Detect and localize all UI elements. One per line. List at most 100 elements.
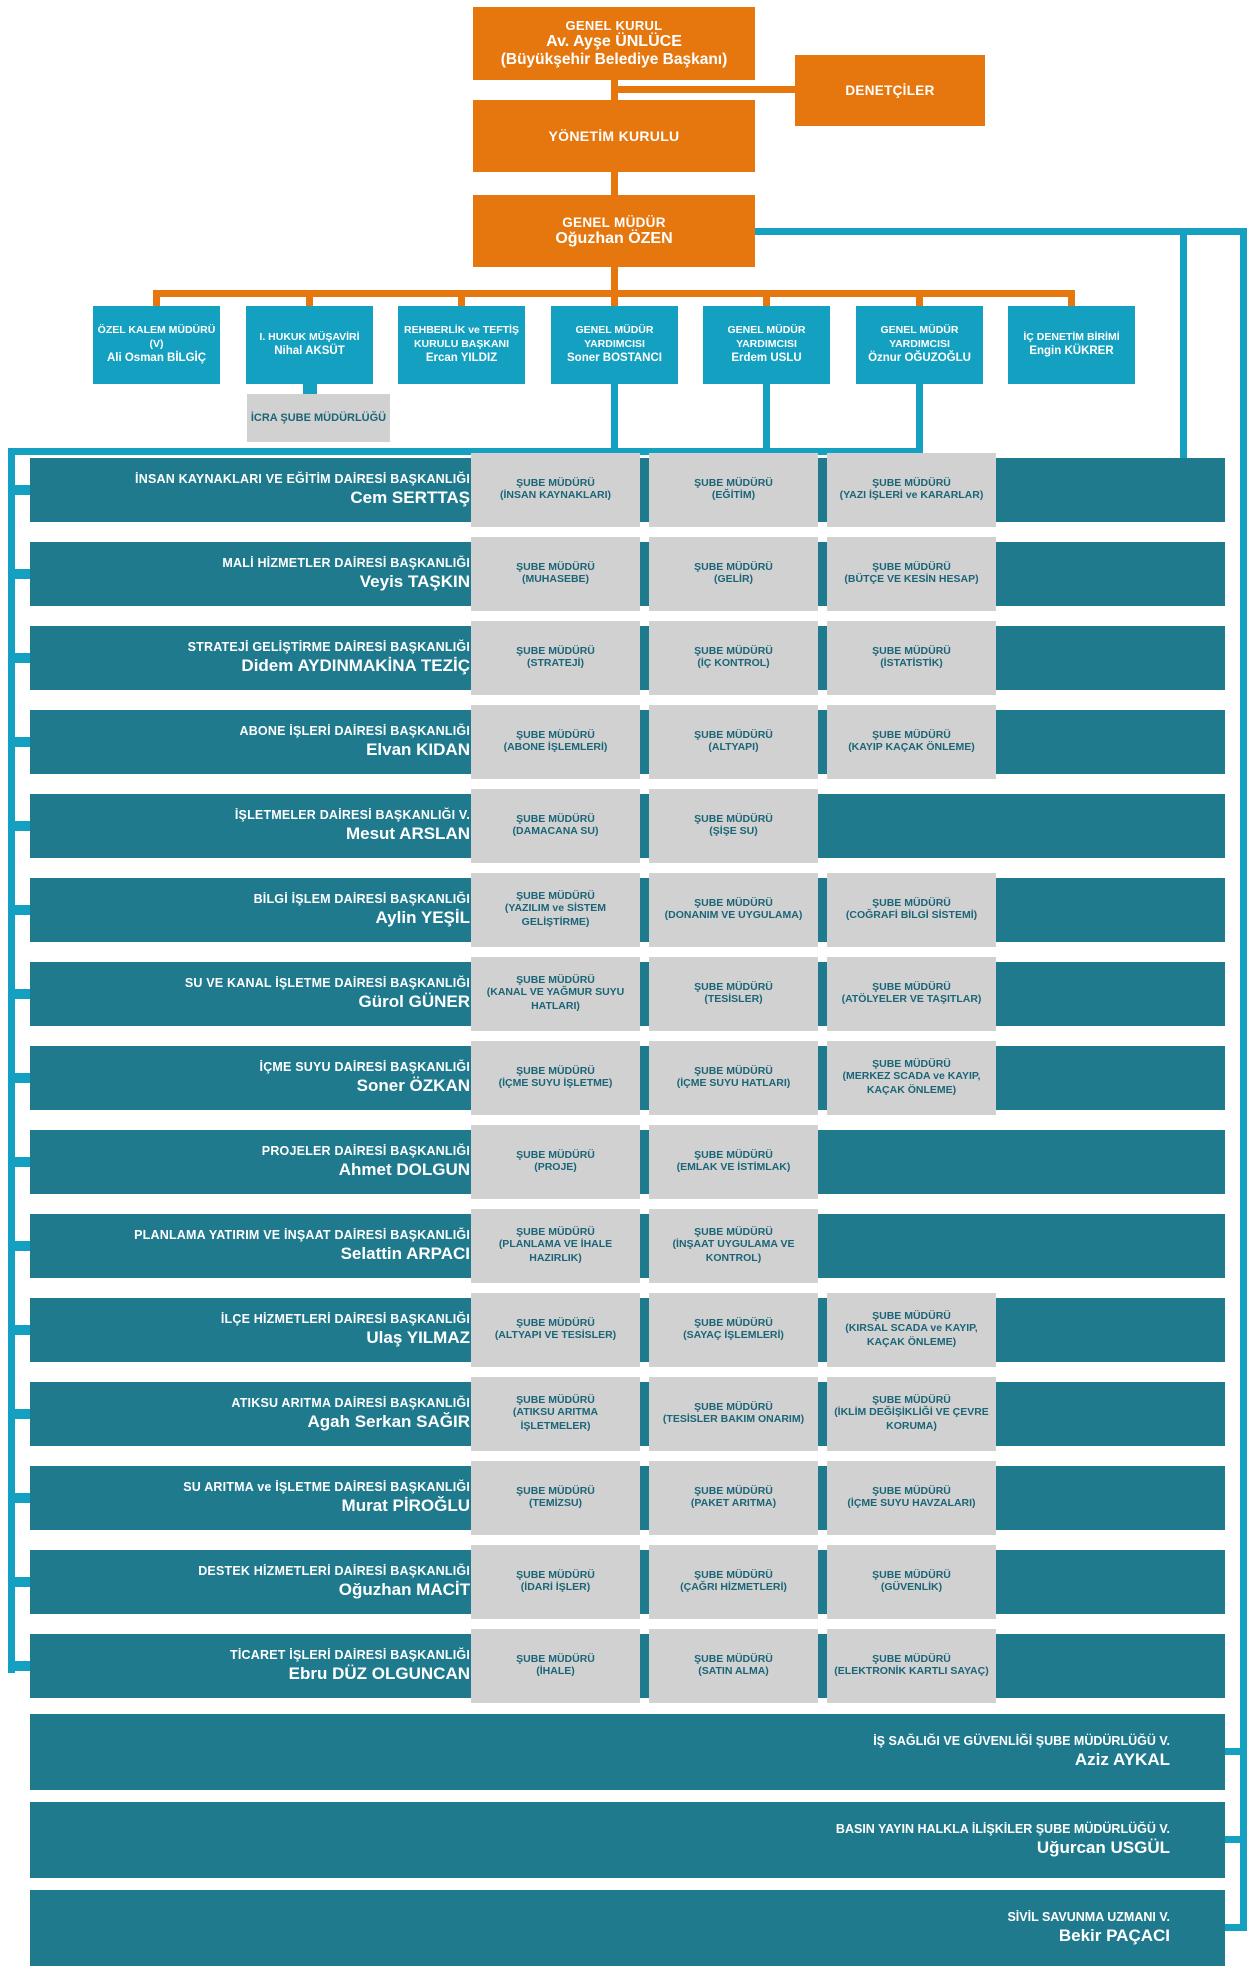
node-gm-yardimcisi-1: GENEL MÜDÜR YARDIMCISI Soner BOSTANCI bbox=[551, 306, 678, 384]
connector-dept-stub bbox=[14, 653, 31, 663]
sube-unit: (İÇME SUYU HAVZALARI) bbox=[847, 1497, 976, 1510]
connector-dept-stub bbox=[14, 1073, 31, 1083]
dept-row-icme-suyu: İÇME SUYU DAİRESİ BAŞKANLIĞI Soner ÖZKAN… bbox=[0, 1041, 1260, 1115]
connector-icra-stub bbox=[303, 384, 317, 394]
sube-box: ŞUBE MÜDÜRÜ (İDARİ İŞLER) bbox=[471, 1545, 640, 1619]
sube-unit: (İNŞAAT UYGULAMA VE KONTROL) bbox=[672, 1238, 795, 1264]
connector-stub-issagligi bbox=[1225, 1748, 1242, 1755]
sube-box: ŞUBE MÜDÜRÜ (ELEKTRONİK KARTLI SAYAÇ) bbox=[827, 1629, 996, 1703]
dept-title: SU VE KANAL İŞLETME DAİRESİ BAŞKANLIĞI bbox=[184, 976, 470, 990]
connector-staff-drop-7 bbox=[1068, 290, 1075, 308]
sube-unit: (İSTATİSTİK) bbox=[880, 657, 943, 670]
sube-box: ŞUBE MÜDÜRÜ (KIRSAL SCADA ve KAYIP, KAÇAK… bbox=[827, 1293, 996, 1367]
sube-label: ŞUBE MÜDÜRÜ bbox=[516, 890, 595, 903]
sube-label: ŞUBE MÜDÜRÜ bbox=[694, 1317, 773, 1330]
sube-box: ŞUBE MÜDÜRÜ (COĞRAFİ BİLGİ SİSTEMİ) bbox=[827, 873, 996, 947]
icra-label: İCRA ŞUBE MÜDÜRLÜĞÜ bbox=[250, 412, 387, 424]
bottom-title: BASIN YAYIN HALKLA İLİŞKİLER ŞUBE MÜDÜRL… bbox=[835, 1822, 1170, 1836]
staff-title: ÖZEL KALEM MÜDÜRÜ (V) bbox=[97, 324, 216, 350]
staff-title: REHBERLİK ve TEFTİŞ KURULU BAŞKANI bbox=[404, 324, 519, 350]
dept-title: İLÇE HİZMETLERİ DAİRESİ BAŞKANLIĞI bbox=[220, 1312, 470, 1326]
staff-title: GENEL MÜDÜR YARDIMCISI bbox=[727, 324, 806, 350]
sube-unit: (KANAL VE YAĞMUR SUYU HATLARI) bbox=[486, 986, 625, 1012]
sube-label: ŞUBE MÜDÜRÜ bbox=[872, 1485, 951, 1498]
genel-mudur-name: Oğuzhan ÖZEN bbox=[555, 229, 673, 247]
staff-title: İÇ DENETİM BİRİMİ bbox=[1023, 331, 1120, 344]
dept-text: İŞLETMELER DAİRESİ BAŞKANLIĞI V. Mesut A… bbox=[60, 794, 470, 858]
sube-label: ŞUBE MÜDÜRÜ bbox=[516, 974, 595, 987]
sube-box: ŞUBE MÜDÜRÜ (PAKET ARITMA) bbox=[649, 1461, 818, 1535]
dept-title: PLANLAMA YATIRIM VE İNŞAAT DAİRESİ BAŞKA… bbox=[134, 1228, 470, 1242]
sube-unit: (PLANLAMA VE İHALE HAZIRLIK) bbox=[498, 1238, 613, 1264]
dept-title: DESTEK HİZMETLERİ DAİRESİ BAŞKANLIĞI bbox=[198, 1564, 470, 1578]
dept-text: SU ARITMA ve İŞLETME DAİRESİ BAŞKANLIĞI … bbox=[60, 1466, 470, 1530]
dept-text: MALİ HİZMETLER DAİRESİ BAŞKANLIĞI Veyis … bbox=[60, 542, 470, 606]
sube-unit: (ELEKTRONİK KARTLI SAYAÇ) bbox=[834, 1665, 989, 1678]
node-yonetim-kurulu: YÖNETİM KURULU bbox=[473, 100, 755, 172]
sube-label: ŞUBE MÜDÜRÜ bbox=[516, 1653, 595, 1666]
dept-title: BİLGİ İŞLEM DAİRESİ BAŞKANLIĞI bbox=[253, 892, 470, 906]
connector-staff-drop-2 bbox=[306, 290, 313, 308]
sube-label: ŞUBE MÜDÜRÜ bbox=[872, 645, 951, 658]
dept-row-projeler: PROJELER DAİRESİ BAŞKANLIĞI Ahmet DOLGUN… bbox=[0, 1125, 1260, 1199]
sube-box: ŞUBE MÜDÜRÜ (SAYAÇ İŞLEMLERİ) bbox=[649, 1293, 818, 1367]
node-sivil-savunma: SİVİL SAVUNMA UZMANI V. Bekir PAÇACI bbox=[30, 1890, 1225, 1966]
sube-unit: (COĞRAFİ BİLGİ SİSTEMİ) bbox=[845, 909, 978, 922]
sube-box: ŞUBE MÜDÜRÜ (KANAL VE YAĞMUR SUYU HATLARI… bbox=[471, 957, 640, 1031]
dept-row-destek: DESTEK HİZMETLERİ DAİRESİ BAŞKANLIĞI Oğu… bbox=[0, 1545, 1260, 1619]
connector-right-rail bbox=[755, 228, 1247, 235]
node-denetciler: DENETÇİLER bbox=[795, 55, 985, 126]
dept-text: PROJELER DAİRESİ BAŞKANLIĞI Ahmet DOLGUN bbox=[60, 1130, 470, 1194]
sube-label: ŞUBE MÜDÜRÜ bbox=[516, 561, 595, 574]
sube-box: ŞUBE MÜDÜRÜ (İNŞAAT UYGULAMA VE KONTROL) bbox=[649, 1209, 818, 1283]
dept-text: PLANLAMA YATIRIM VE İNŞAAT DAİRESİ BAŞKA… bbox=[60, 1214, 470, 1278]
sube-unit: (KAYIP KAÇAK ÖNLEME) bbox=[848, 741, 975, 754]
sube-unit: (YAZILIM ve SİSTEM GELİŞTİRME) bbox=[504, 902, 607, 928]
sube-label: ŞUBE MÜDÜRÜ bbox=[694, 477, 773, 490]
sube-label: ŞUBE MÜDÜRÜ bbox=[872, 477, 951, 490]
yonetim-kurulu-title: YÖNETİM KURULU bbox=[548, 128, 680, 144]
node-genel-kurul: GENEL KURUL Av. Ayşe ÜNLÜCE (Büyükşehir … bbox=[473, 7, 755, 80]
dept-name: Agah Serkan SAĞIR bbox=[307, 1412, 471, 1431]
dept-name: Ebru DÜZ OLGUNCAN bbox=[288, 1664, 470, 1683]
staff-title: GENEL MÜDÜR YARDIMCISI bbox=[575, 324, 654, 350]
sube-label: ŞUBE MÜDÜRÜ bbox=[694, 1065, 773, 1078]
sube-unit: (ŞİŞE SU) bbox=[709, 825, 758, 838]
connector-dept-stub bbox=[14, 1577, 31, 1587]
dept-row-bilgi-islem: BİLGİ İŞLEM DAİRESİ BAŞKANLIĞI Aylin YEŞ… bbox=[0, 873, 1260, 947]
dept-row-isletmeler: İŞLETMELER DAİRESİ BAŞKANLIĞI V. Mesut A… bbox=[0, 789, 1260, 863]
sube-label: ŞUBE MÜDÜRÜ bbox=[516, 645, 595, 658]
sube-unit: (MUHASEBE) bbox=[521, 573, 590, 586]
dept-name: Veyis TAŞKIN bbox=[359, 572, 470, 591]
genel-mudur-title: GENEL MÜDÜR bbox=[562, 214, 666, 230]
dept-row-planlama: PLANLAMA YATIRIM VE İNŞAAT DAİRESİ BAŞKA… bbox=[0, 1209, 1260, 1283]
dept-row-insan-kaynaklari: İNSAN KAYNAKLARI VE EĞİTİM DAİRESİ BAŞKA… bbox=[0, 453, 1260, 527]
sube-unit: (İÇME SUYU HATLARI) bbox=[676, 1077, 791, 1090]
dept-text: TİCARET İŞLERİ DAİRESİ BAŞKANLIĞI Ebru D… bbox=[60, 1634, 470, 1698]
sube-box: ŞUBE MÜDÜRÜ (ŞİŞE SU) bbox=[649, 789, 818, 863]
connector-staff-drop-1 bbox=[153, 290, 160, 308]
bottom-name: Aziz AYKAL bbox=[1074, 1750, 1170, 1769]
sube-label: ŞUBE MÜDÜRÜ bbox=[694, 1569, 773, 1582]
connector-dept-stub bbox=[14, 1409, 31, 1419]
sube-box: ŞUBE MÜDÜRÜ (DONANIM VE UYGULAMA) bbox=[649, 873, 818, 947]
connector-stub-sivil bbox=[1225, 1924, 1242, 1931]
sube-box: ŞUBE MÜDÜRÜ (İKLİM DEĞİŞİKLİĞİ VE ÇEVRE K… bbox=[827, 1377, 996, 1451]
dept-name: Ulaş YILMAZ bbox=[366, 1328, 470, 1347]
sube-unit: (GELİR) bbox=[713, 573, 754, 586]
sube-label: ŞUBE MÜDÜRÜ bbox=[516, 1149, 595, 1162]
dept-text: İLÇE HİZMETLERİ DAİRESİ BAŞKANLIĞI Ulaş … bbox=[60, 1298, 470, 1362]
node-icra-sube: İCRA ŞUBE MÜDÜRLÜĞÜ bbox=[247, 394, 390, 442]
dept-name: Selattin ARPACI bbox=[340, 1244, 470, 1263]
node-rehberlik-teftis: REHBERLİK ve TEFTİŞ KURULU BAŞKANI Ercan… bbox=[398, 306, 525, 384]
sube-unit: (EĞİTİM) bbox=[711, 489, 756, 502]
dept-row-strateji: STRATEJİ GELİŞTİRME DAİRESİ BAŞKANLIĞI D… bbox=[0, 621, 1260, 695]
dept-name: Mesut ARSLAN bbox=[345, 824, 470, 843]
dept-text: ABONE İŞLERİ DAİRESİ BAŞKANLIĞI Elvan KI… bbox=[60, 710, 470, 774]
sube-unit: (STRATEJİ) bbox=[527, 657, 584, 670]
sube-box: ŞUBE MÜDÜRÜ (SATIN ALMA) bbox=[649, 1629, 818, 1703]
sube-label: ŞUBE MÜDÜRÜ bbox=[872, 1310, 951, 1323]
sube-box: ŞUBE MÜDÜRÜ (DAMACANA SU) bbox=[471, 789, 640, 863]
connector-yard3-drop bbox=[916, 384, 923, 453]
dept-row-mali-hizmetler: MALİ HİZMETLER DAİRESİ BAŞKANLIĞI Veyis … bbox=[0, 537, 1260, 611]
